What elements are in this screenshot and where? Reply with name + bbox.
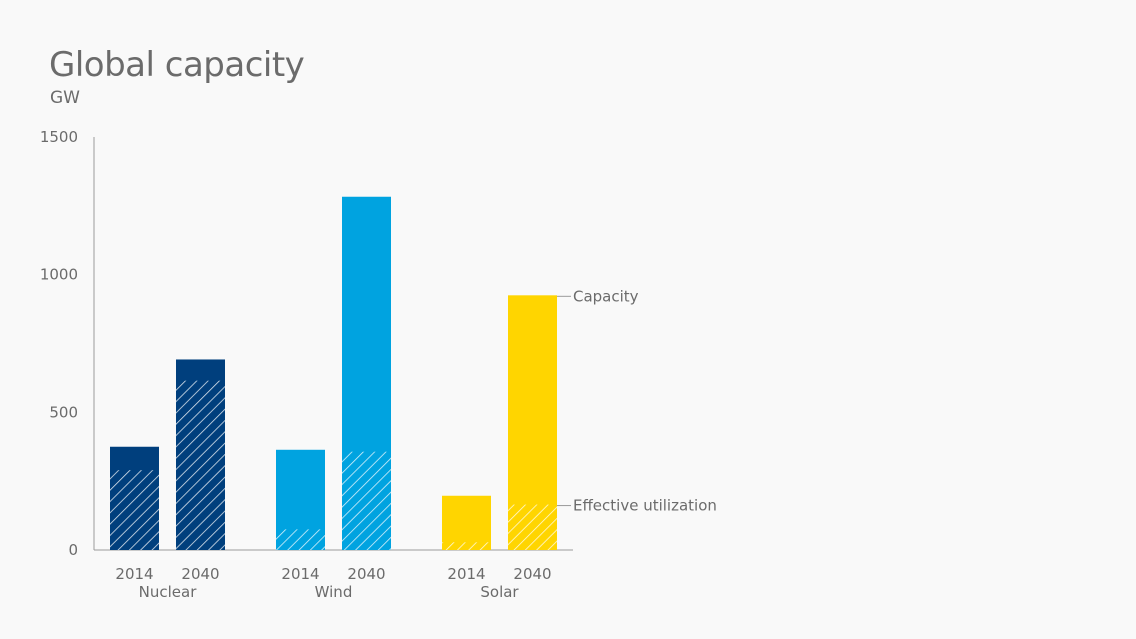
chart-title: Global capacity [49, 45, 305, 85]
capacity-annotation: Capacity [573, 287, 639, 305]
bar-effective-utilization-nuclear-2014 [110, 470, 159, 550]
category-label-nuclear: Nuclear [139, 583, 198, 601]
bar-effective-utilization-solar-2040 [508, 504, 557, 550]
category-label-wind: Wind [315, 583, 353, 601]
y-tick-label: 1500 [40, 128, 78, 146]
y-tick-label: 500 [49, 403, 78, 421]
bar-effective-utilization-solar-2014 [442, 542, 491, 550]
bar-effective-utilization-wind-2014 [276, 529, 325, 550]
y-tick-label: 1000 [40, 266, 78, 284]
bar-effective-utilization-nuclear-2040 [176, 380, 225, 550]
x-tick-label: 2040 [513, 565, 551, 583]
x-tick-label: 2014 [115, 565, 153, 583]
x-tick-label: 2014 [447, 565, 485, 583]
y-axis-unit: GW [50, 88, 80, 108]
y-tick-label: 0 [68, 541, 78, 559]
effective-utilization-annotation: Effective utilization [573, 497, 717, 515]
bar-capacity-solar-2014 [442, 495, 491, 550]
x-tick-label: 2040 [347, 565, 385, 583]
x-tick-label: 2014 [281, 565, 319, 583]
bar-effective-utilization-wind-2040 [342, 451, 391, 550]
x-tick-label: 2040 [181, 565, 219, 583]
category-label-solar: Solar [480, 583, 519, 601]
